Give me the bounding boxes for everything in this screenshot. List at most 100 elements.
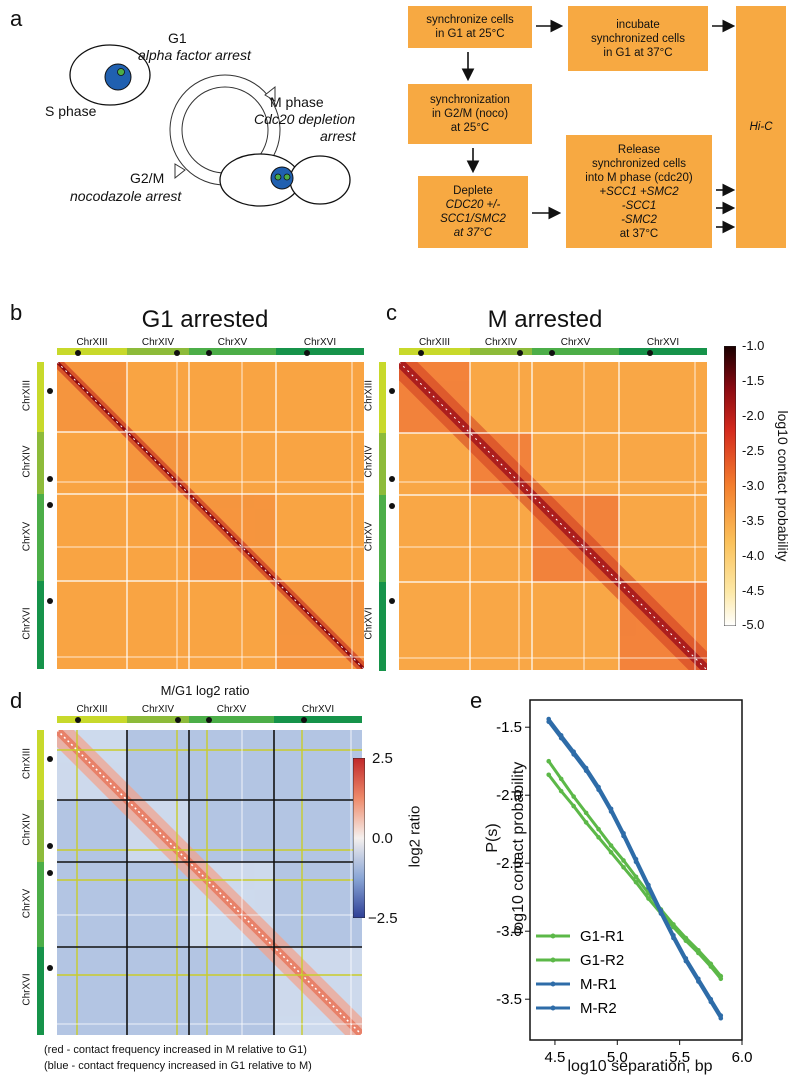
g2m-arrest-label: nocodazole arrest xyxy=(70,188,182,204)
m-vlabel-xv: ChrXV xyxy=(363,521,375,552)
centromere-dot xyxy=(75,717,81,723)
m-vchr-xvi xyxy=(379,582,386,671)
m-vchr-xiv xyxy=(379,433,386,495)
m-vchr-xiii xyxy=(379,362,386,433)
centromere-dot xyxy=(389,476,395,482)
ratio-colorbar xyxy=(353,758,365,918)
prob-colorbar-label: log10 contact probability xyxy=(775,410,791,562)
ratio-chr-label-xvi: ChrXVI xyxy=(301,704,335,715)
legend-label: M-R1 xyxy=(580,976,617,993)
centromere-dot xyxy=(47,965,53,971)
data-point xyxy=(683,958,689,964)
data-point xyxy=(596,835,601,840)
ratio-chr-label-xiv: ChrXIV xyxy=(141,704,175,715)
legend-label: G1-R1 xyxy=(580,928,624,945)
data-point xyxy=(718,976,724,982)
flow-box-hic: Hi-C xyxy=(736,6,786,248)
prob-tick: -4.5 xyxy=(742,583,765,598)
ratio-map-title: M/G1 log2 ratio xyxy=(160,683,250,698)
prob-tick: -1.0 xyxy=(742,338,765,353)
centromere-dot xyxy=(517,350,523,356)
g1-chr-label-xiii: ChrXIII xyxy=(76,337,108,348)
data-point xyxy=(608,850,614,855)
g1-vlabel-xv: ChrXV xyxy=(21,521,33,552)
centromere-dot xyxy=(47,843,53,849)
caption-blue: (blue - contact frequency increased in G… xyxy=(44,1060,312,1072)
data-point xyxy=(546,772,552,778)
m-vchr-xv xyxy=(379,495,386,582)
data-point xyxy=(546,719,552,725)
caption-red: (red - contact frequency increased in M … xyxy=(44,1044,307,1056)
data-point xyxy=(571,794,576,799)
centromere-dot xyxy=(75,350,81,356)
data-point xyxy=(571,752,576,757)
data-point xyxy=(683,938,689,944)
g1-map-title: G1 arrested xyxy=(141,306,269,333)
flow-box-incubate: incubate synchronized cells in G1 at 37°C xyxy=(568,6,708,71)
data-point xyxy=(708,964,714,969)
legend-label: M-R2 xyxy=(580,1000,617,1017)
ratio-chr-label-xv: ChrXV xyxy=(216,704,247,715)
legend-marker xyxy=(550,1005,556,1011)
flow-box-deplete: Deplete CDC20 +/- SCC1/SMC2 at 37°C xyxy=(418,176,528,248)
panel-label-d: d xyxy=(10,688,23,713)
m-map-title: M arrested xyxy=(487,306,603,333)
g1-arrest-label: alpha factor arrest xyxy=(138,47,251,63)
panel-label-b: b xyxy=(10,300,23,325)
g1-vlabel-xiv: ChrXIV xyxy=(21,445,33,478)
y-tick-label: -2.0 xyxy=(496,787,522,804)
ratio-vchr-xiv xyxy=(37,800,44,862)
data-point xyxy=(571,803,576,809)
data-point xyxy=(583,820,589,825)
centromere-dot xyxy=(174,350,180,356)
flow-box-sync-g2m: synchronization in G2/M (noco) at 25°C xyxy=(408,84,532,144)
data-point xyxy=(718,1015,724,1021)
g1-chr-label-xv: ChrXV xyxy=(217,337,248,348)
data-point xyxy=(621,833,626,839)
data-point xyxy=(633,859,639,865)
data-point xyxy=(633,879,639,885)
ratio-chr-label-xiii: ChrXIII xyxy=(76,704,108,715)
centromere-dot xyxy=(175,717,181,723)
ratio-chromosome-axes xyxy=(57,716,362,723)
m-chr-label-xiii: ChrXIII xyxy=(418,337,451,348)
ps-ylabel: log10 contact probability xyxy=(510,761,527,935)
data-point xyxy=(608,809,614,814)
legend-marker xyxy=(550,957,556,963)
ratio-tick: 2.5 xyxy=(372,750,393,767)
flow-box-release: Release synchronized cells into M phase (c… xyxy=(566,135,712,248)
legend-label: G1-R2 xyxy=(580,952,624,969)
ratio-vlabel-xiii: ChrXIII xyxy=(21,747,33,780)
x-tick-label: 5.5 xyxy=(669,1049,690,1066)
centromere-dot xyxy=(47,476,53,482)
cell-cycle-diagram xyxy=(69,44,351,207)
ps-ylabel-top: P(s) xyxy=(484,823,501,853)
ratio-vlabel-xv: ChrXV xyxy=(21,888,33,919)
g1-chr-label-xiv: ChrXIV xyxy=(141,337,175,348)
centromere-dot xyxy=(389,598,395,604)
prob-tick: -4.0 xyxy=(742,548,765,563)
data-point xyxy=(621,864,626,870)
data-point xyxy=(583,768,589,774)
centromere-dot xyxy=(301,717,307,723)
centromere-dot xyxy=(389,503,395,509)
centromere-dot xyxy=(549,350,555,356)
centromere-dot xyxy=(47,598,53,604)
legend-marker xyxy=(550,981,556,987)
g1-chromosome-axes xyxy=(57,348,364,355)
data-point xyxy=(696,950,701,956)
g1-contact-map xyxy=(57,362,364,669)
m-chr-label-xv: ChrXV xyxy=(560,337,591,348)
m-contact-map xyxy=(399,362,707,670)
ps-chart: 4.5 5.0 5.5 6.0 -1.5 -2.0 -2.5 -3.0 -3.5 G1-R1 G1-… xyxy=(496,699,752,1066)
y-tick-label: -3.0 xyxy=(496,923,522,940)
data-point xyxy=(546,758,552,764)
centromere-dot xyxy=(389,388,395,394)
m-chromosome-axes xyxy=(399,348,707,355)
ratio-vlabel-xiv: ChrXIV xyxy=(21,813,33,846)
ratio-colorbar-label: log2 ratio xyxy=(406,805,424,868)
ratio-vlabel-xvi: ChrXVI xyxy=(21,973,33,1006)
centromere-dot xyxy=(418,350,424,356)
centromere-dot xyxy=(206,717,212,723)
y-tick-label: -2.5 xyxy=(496,855,522,872)
